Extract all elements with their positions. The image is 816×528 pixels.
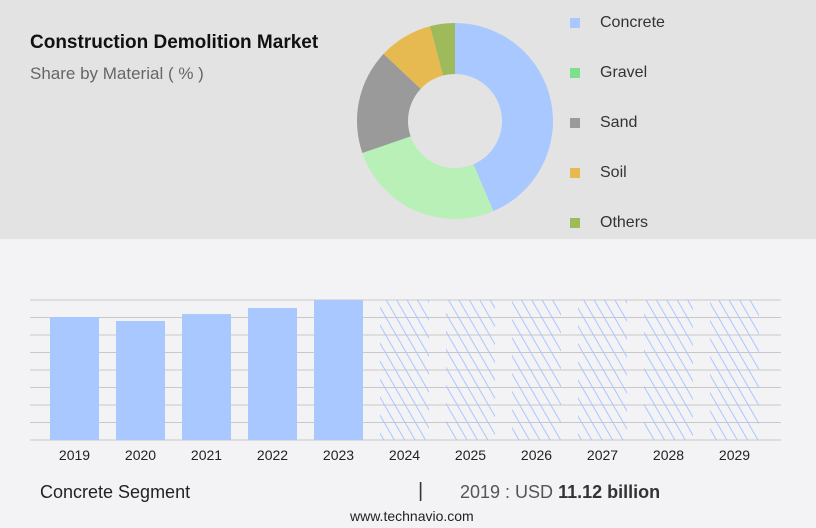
year-label: 2019 : USD [460, 482, 554, 502]
legend-label: Concrete [600, 14, 665, 31]
bar-2021 [182, 314, 231, 440]
x-tick-label: 2025 [455, 447, 486, 463]
donut-slice-soil [383, 26, 444, 89]
x-tick-label: 2023 [323, 447, 354, 463]
donut-slice-others [430, 23, 455, 76]
bar-2024 [380, 300, 429, 440]
bar-2028 [644, 300, 693, 440]
legend-swatch [570, 168, 580, 178]
legend-item-gravel: Gravel [570, 64, 647, 82]
legend-swatch [570, 18, 580, 28]
segment-label: Concrete Segment [40, 482, 191, 502]
legend-item-others: Others [570, 214, 648, 232]
value-amount: 11.12 billion [558, 482, 661, 502]
chart-subtitle: Share by Material ( % ) [30, 64, 204, 83]
bar-2019 [50, 317, 99, 440]
source-url: www.technavio.com [350, 508, 474, 524]
legend-swatch [570, 68, 580, 78]
bar-chart: 2019 2020 2021 2022 2023 2024 2025 2026 2027 2028… [30, 299, 781, 463]
bar-2025 [446, 300, 495, 440]
chart-title: Construction Demolition Market [30, 32, 319, 53]
x-tick-label: 2019 [59, 447, 90, 463]
x-tick-label: 2029 [719, 447, 750, 463]
x-tick-label: 2022 [257, 447, 288, 463]
x-tick-label: 2024 [389, 447, 420, 463]
x-tick-label: 2026 [521, 447, 552, 463]
x-tick-label: 2021 [191, 447, 222, 463]
donut-slice-gravel [362, 136, 494, 220]
donut-slice-sand [357, 53, 421, 154]
bar-2020 [116, 321, 165, 440]
bar-2026 [512, 300, 561, 440]
x-tick-label: 2028 [653, 447, 684, 463]
legend-label: Gravel [600, 64, 648, 81]
donut-chart [357, 23, 554, 220]
bar-2029 [710, 300, 759, 440]
bar-2023 [314, 300, 363, 440]
legend-swatch [570, 118, 580, 128]
legend-item-concrete: Concrete [570, 14, 665, 32]
x-tick-label: 2020 [125, 447, 156, 463]
legend-label: Sand [600, 114, 638, 131]
legend-label: Soil [600, 164, 627, 181]
separator: | [418, 480, 424, 502]
legend-item-sand: Sand [570, 114, 637, 132]
donut-slice-concrete [455, 23, 554, 212]
legend-swatch [570, 218, 580, 228]
bar-2027 [578, 300, 627, 440]
legend-item-soil: Soil [570, 164, 627, 182]
segment-value: 2019 : USD 11.12 billion [460, 482, 660, 503]
bar-2022 [248, 307, 297, 440]
legend-label: Others [600, 214, 649, 231]
x-tick-label: 2027 [587, 447, 618, 463]
